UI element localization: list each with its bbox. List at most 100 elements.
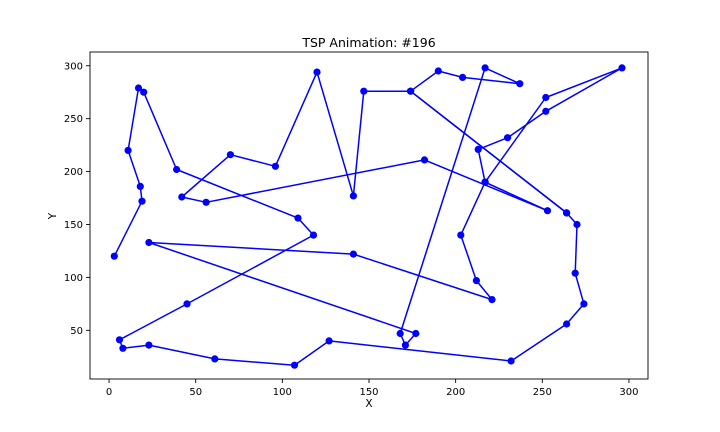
city-point [580, 300, 588, 308]
city-point [110, 252, 118, 260]
x-tick-label: 0 [106, 387, 112, 398]
route-segment [181, 154, 231, 198]
city-point [571, 269, 579, 277]
route-segment [510, 323, 568, 362]
city-point [420, 156, 429, 164]
route-segment [574, 272, 585, 305]
x-tick-label: 100 [273, 387, 292, 398]
city-point [349, 250, 357, 258]
city-point [294, 214, 302, 222]
route-segment [462, 76, 520, 85]
city-point [145, 238, 153, 247]
city-point [134, 84, 143, 92]
city-point [434, 67, 442, 75]
city-point [481, 64, 489, 72]
route-segment [574, 224, 578, 274]
route-segment [127, 150, 142, 187]
city-point [360, 87, 368, 95]
route-segment [143, 91, 178, 170]
city-point [412, 329, 420, 338]
city-point [226, 151, 234, 159]
city-point [407, 87, 415, 95]
route-segment [410, 70, 439, 92]
city-point [349, 192, 357, 200]
route-segment [545, 67, 623, 99]
route-segment [477, 149, 486, 183]
route-segment [127, 87, 140, 151]
city-point [211, 355, 219, 363]
city-point [178, 193, 186, 201]
route-segment [274, 71, 318, 167]
route-segment [297, 217, 315, 236]
route-segment [176, 168, 299, 219]
city-point [183, 300, 191, 308]
city-point [173, 165, 181, 174]
city-point [542, 93, 550, 102]
route-segment [119, 303, 188, 341]
route-segment [484, 181, 548, 212]
route-segment [214, 358, 295, 366]
route-segment [545, 67, 623, 112]
y-tick-label: 300 [64, 61, 83, 72]
route-segment [329, 340, 512, 362]
x-tick-label: 150 [359, 387, 378, 398]
x-tick-label: 250 [533, 387, 552, 398]
city-point [138, 197, 146, 205]
route-segment [230, 153, 276, 168]
city-point [119, 344, 127, 352]
route-segment [122, 344, 149, 350]
city-markers [110, 64, 626, 369]
city-point [507, 357, 515, 365]
city-point [563, 209, 571, 217]
route-segment [410, 90, 568, 214]
y-axis-ticks: 50 100 150 200 250 300 [64, 61, 90, 337]
route-segment [353, 253, 493, 301]
city-point [136, 182, 144, 190]
city-point [472, 277, 480, 285]
route-segment [475, 280, 493, 301]
x-tick-label: 300 [619, 387, 638, 398]
city-point [542, 107, 550, 115]
y-tick-label: 50 [70, 326, 83, 337]
city-point [543, 207, 552, 215]
city-point [516, 80, 524, 88]
route-segment [484, 97, 547, 183]
route-segment [148, 241, 417, 335]
route-segment [438, 70, 463, 79]
city-point [271, 162, 279, 170]
city-point [481, 178, 489, 186]
city-point [401, 341, 409, 349]
city-point [563, 320, 571, 328]
plot-area: 0 50 100 150 200 250 300 50 100 150 200 250 300 [64, 51, 649, 398]
route-segment [205, 159, 425, 204]
route-segment [484, 67, 521, 85]
city-point [459, 73, 467, 81]
y-tick-label: 200 [64, 167, 83, 178]
route-segment [294, 340, 330, 366]
city-point [504, 134, 512, 142]
city-point [457, 231, 465, 239]
route-segment [148, 344, 215, 360]
route-lines [113, 67, 623, 366]
x-tick-label: 200 [446, 387, 465, 398]
city-point [618, 64, 626, 72]
y-axis-label: Y [47, 212, 59, 220]
chart-title: TSP Animation: #196 [301, 35, 435, 50]
y-tick-label: 250 [64, 114, 83, 125]
x-tick-label: 50 [189, 387, 202, 398]
route-segment [113, 200, 143, 257]
route-segment [399, 67, 486, 334]
city-point [202, 198, 210, 206]
route-segment [181, 196, 207, 204]
y-tick-label: 100 [64, 273, 83, 284]
city-point [290, 361, 299, 369]
y-tick-label: 150 [64, 220, 83, 231]
city-point [115, 336, 124, 344]
city-point [145, 341, 153, 349]
route-segment [186, 234, 314, 305]
route-segment [566, 303, 585, 325]
city-point [124, 146, 132, 154]
